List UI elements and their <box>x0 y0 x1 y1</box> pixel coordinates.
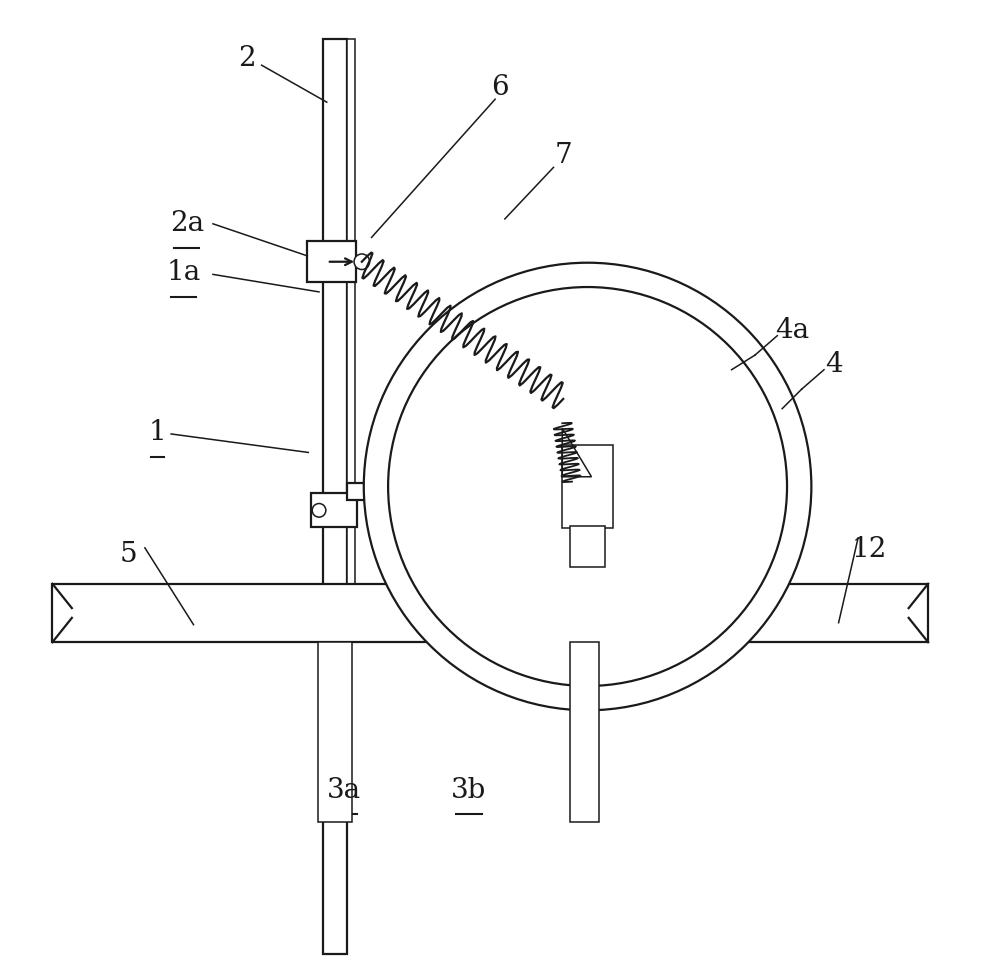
Text: 3a: 3a <box>327 776 361 804</box>
Bar <box>307 241 356 282</box>
Text: 12: 12 <box>852 536 887 563</box>
Circle shape <box>312 504 326 517</box>
Text: 1a: 1a <box>167 259 201 286</box>
Text: 5: 5 <box>120 541 137 568</box>
Bar <box>372 478 393 505</box>
Circle shape <box>580 479 595 494</box>
Text: 7: 7 <box>554 142 572 169</box>
Bar <box>323 39 347 954</box>
Bar <box>347 483 588 500</box>
Text: 3b: 3b <box>451 776 486 804</box>
Circle shape <box>354 254 370 270</box>
Bar <box>570 525 605 566</box>
Bar <box>406 478 427 505</box>
Bar <box>318 642 352 822</box>
Text: 6: 6 <box>491 74 509 101</box>
Bar <box>562 446 613 527</box>
Text: 2: 2 <box>238 45 256 72</box>
Bar <box>570 642 599 822</box>
Bar <box>347 39 355 584</box>
Circle shape <box>388 287 787 686</box>
Bar <box>311 493 357 527</box>
Circle shape <box>364 263 811 710</box>
Text: 4: 4 <box>825 351 843 378</box>
Text: 4a: 4a <box>775 317 809 344</box>
Text: 2a: 2a <box>170 210 204 237</box>
Text: 1: 1 <box>149 419 166 447</box>
Bar <box>52 584 928 642</box>
